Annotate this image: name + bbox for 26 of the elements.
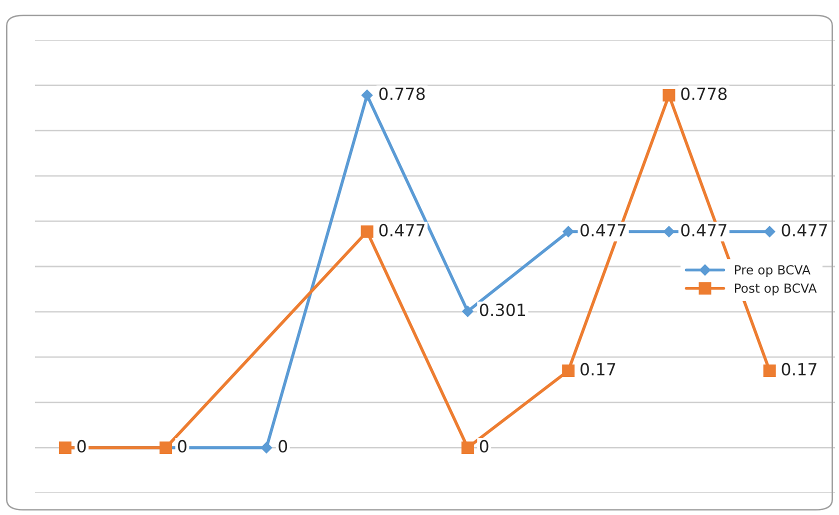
data-label: 0.477 — [681, 224, 726, 236]
point — [260, 442, 272, 454]
data-label: 0.477 — [580, 224, 626, 236]
point — [461, 441, 474, 454]
point — [361, 90, 373, 101]
data-label: 0.778 — [379, 87, 425, 100]
point — [360, 225, 374, 238]
data-label: 0.17 — [782, 362, 816, 376]
data-label: 0.301 — [480, 304, 525, 316]
data-label: 0 — [480, 440, 488, 453]
data-label: 0.17 — [580, 362, 616, 376]
data-label: 0 — [77, 440, 86, 453]
point — [562, 364, 575, 377]
point — [562, 226, 574, 238]
data-label: 0 — [278, 440, 288, 453]
legend-label: Post op BCVA — [734, 283, 817, 296]
legend-label: Pre op BCVA — [734, 265, 810, 277]
point — [663, 226, 675, 238]
point — [763, 364, 776, 377]
data-label: 0.477 — [782, 224, 827, 236]
data-label: 0 — [178, 440, 186, 453]
data-label: 0.778 — [681, 87, 727, 100]
point — [662, 89, 676, 102]
data-label: 0.477 — [379, 224, 424, 236]
point — [764, 226, 776, 238]
point — [462, 306, 474, 317]
